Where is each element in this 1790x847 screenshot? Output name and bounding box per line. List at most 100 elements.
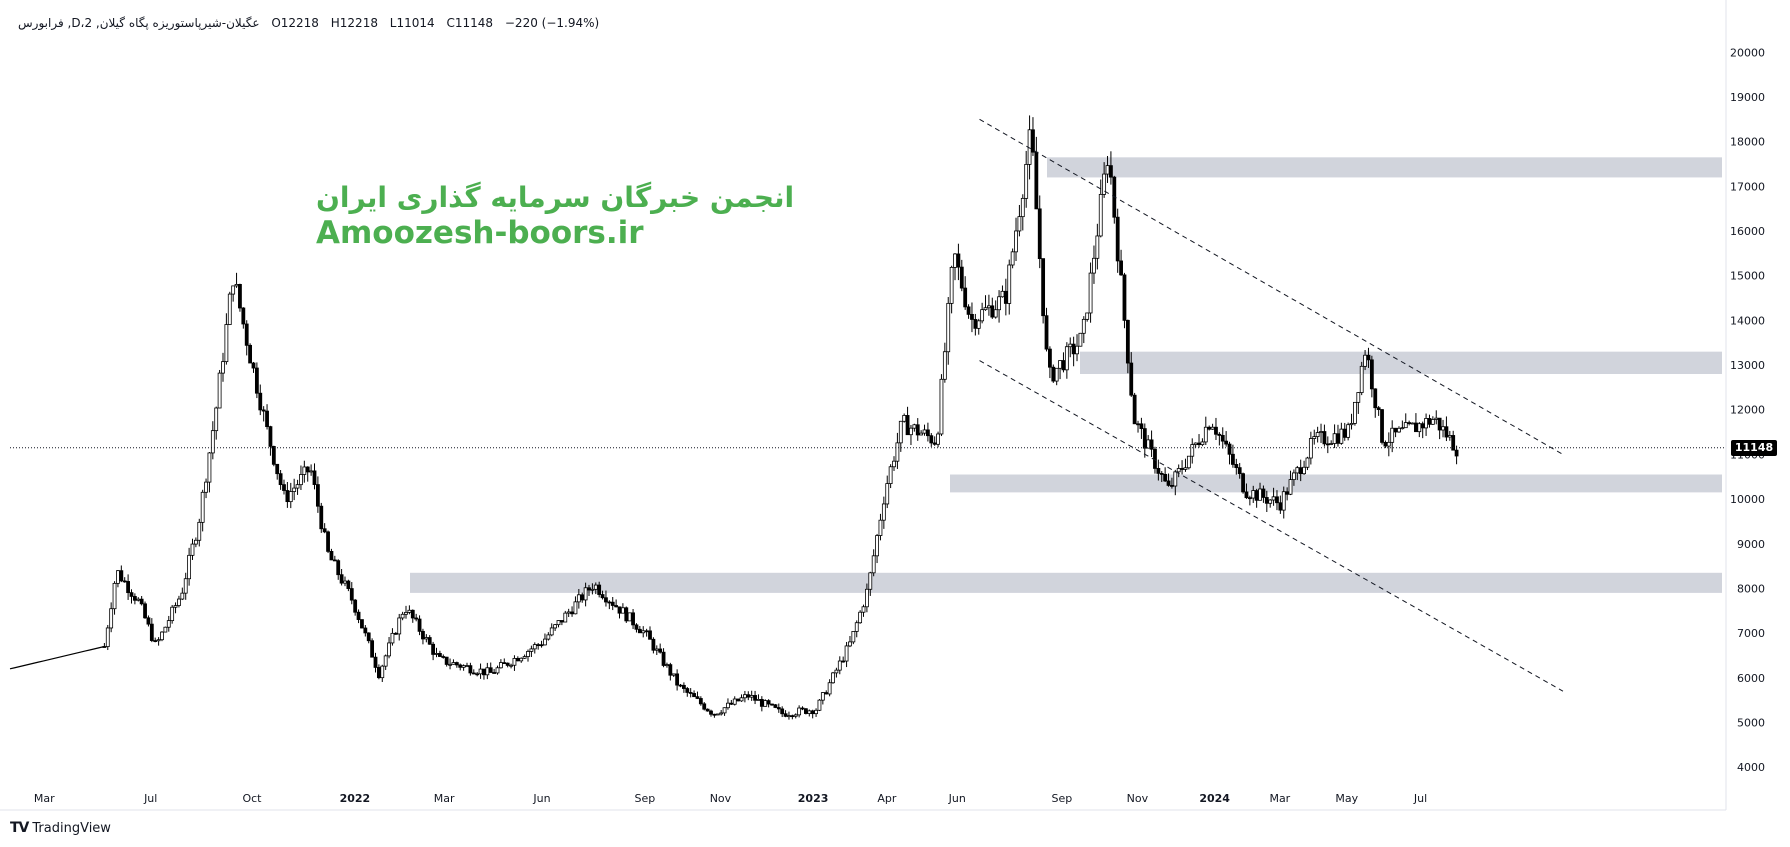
candle <box>729 699 734 705</box>
tradingview-brand[interactable]: TV TradingView <box>10 820 111 836</box>
candle <box>1437 417 1442 440</box>
y-tick-label: 12000 <box>1730 404 1765 417</box>
candle <box>1325 436 1330 454</box>
trendline-2 <box>979 360 1564 692</box>
candle <box>509 663 513 669</box>
candle <box>339 568 344 586</box>
candle <box>1139 417 1144 439</box>
candle <box>936 431 940 448</box>
candle <box>1217 432 1222 446</box>
candle <box>1010 248 1015 269</box>
candle <box>1078 332 1083 347</box>
candle <box>1339 422 1344 445</box>
candle <box>271 445 276 467</box>
candle <box>238 283 242 312</box>
y-tick-label: 7000 <box>1737 627 1765 640</box>
candle <box>844 641 849 668</box>
candle <box>587 584 591 596</box>
x-tick-label: Mar <box>34 792 55 805</box>
candle <box>532 642 537 654</box>
candle <box>529 645 534 657</box>
candle <box>1315 426 1320 443</box>
candle <box>1386 432 1391 457</box>
candle <box>404 605 408 619</box>
candle <box>166 615 171 632</box>
candle <box>1451 430 1456 451</box>
candle <box>149 618 154 643</box>
candle <box>1349 413 1354 430</box>
candle <box>742 690 747 703</box>
candle <box>319 502 324 533</box>
candle <box>939 374 944 437</box>
candle <box>929 433 934 447</box>
candle <box>783 710 788 718</box>
candle <box>387 636 391 659</box>
candle <box>787 711 791 720</box>
candle <box>282 479 286 495</box>
candle <box>705 708 710 712</box>
candle <box>736 698 741 702</box>
candle <box>471 669 476 675</box>
candle <box>1420 421 1425 439</box>
candle <box>898 420 903 452</box>
candle <box>1444 416 1449 442</box>
candle <box>393 631 398 635</box>
candle <box>878 513 883 541</box>
candle <box>122 577 127 583</box>
candle <box>153 637 158 643</box>
candle <box>305 466 310 482</box>
candle <box>556 620 561 628</box>
x-tick-label: Jul <box>1413 792 1427 805</box>
candle <box>688 688 693 698</box>
candle <box>1359 361 1364 396</box>
candle <box>461 664 466 671</box>
candle <box>200 489 205 532</box>
candle <box>434 647 439 658</box>
candle <box>146 615 151 627</box>
candle <box>1119 249 1123 276</box>
candle <box>549 623 554 637</box>
candle <box>895 432 900 469</box>
candle <box>370 638 375 658</box>
trendline-1 <box>979 118 1564 455</box>
candle <box>1003 278 1008 316</box>
candle <box>1125 319 1130 374</box>
candle <box>475 672 480 677</box>
candle <box>376 664 381 680</box>
candle <box>309 464 314 476</box>
candle <box>1380 409 1384 445</box>
y-tick-label: 15000 <box>1730 270 1765 283</box>
candle <box>709 709 713 717</box>
tradingview-logo-icon: TV <box>10 820 29 836</box>
candle <box>312 463 317 490</box>
candle <box>1122 272 1127 329</box>
candle <box>722 707 727 716</box>
candle <box>865 583 869 613</box>
candle <box>654 645 659 655</box>
sr-zone-4 <box>410 572 1722 593</box>
symbol-name[interactable]: فرابورس ,D،عگیلان-شیرپاستوریزه پگاه گیلا… <box>18 16 260 30</box>
candle <box>1434 410 1439 425</box>
candle <box>136 597 141 602</box>
candle <box>732 696 737 706</box>
candle <box>861 604 866 617</box>
candle <box>942 342 947 383</box>
candle <box>678 683 683 688</box>
candle <box>1180 460 1184 475</box>
candle <box>332 555 337 562</box>
candle <box>976 318 981 335</box>
y-tick-label: 4000 <box>1737 761 1765 774</box>
watermark-title: انجمن خبرگان سرمایه گذاری ایران <box>316 181 795 214</box>
candle <box>759 696 764 712</box>
candle <box>888 464 893 489</box>
candle <box>1342 422 1347 441</box>
x-tick-label: 2024 <box>1199 792 1230 805</box>
trendlines-layer <box>979 118 1564 692</box>
candle <box>1024 150 1029 208</box>
candle <box>397 613 402 641</box>
candle <box>580 592 585 603</box>
candle <box>766 699 771 708</box>
y-tick-label: 19000 <box>1730 91 1765 104</box>
candle <box>1241 472 1245 494</box>
